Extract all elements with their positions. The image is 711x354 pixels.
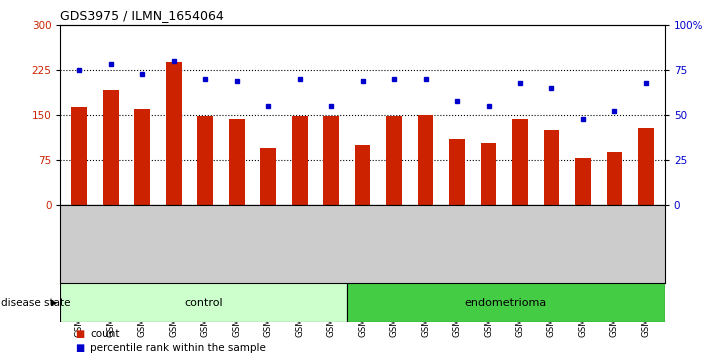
Bar	[134, 109, 150, 205]
Text: percentile rank within the sample: percentile rank within the sample	[90, 343, 266, 353]
Bar	[292, 116, 308, 205]
Bar	[512, 119, 528, 205]
Bar	[417, 115, 434, 205]
Text: GDS3975 / ILMN_1654064: GDS3975 / ILMN_1654064	[60, 9, 224, 22]
Bar	[198, 116, 213, 205]
Bar	[347, 283, 665, 322]
Text: endometrioma: endometrioma	[464, 298, 547, 308]
Text: count: count	[90, 329, 119, 339]
Bar	[575, 158, 591, 205]
Bar	[103, 90, 119, 205]
Bar	[606, 152, 622, 205]
Text: disease state: disease state	[1, 298, 70, 308]
Bar	[324, 116, 339, 205]
Text: control: control	[184, 298, 223, 308]
Bar	[166, 62, 181, 205]
Bar	[355, 145, 370, 205]
Bar	[260, 148, 276, 205]
Bar	[544, 130, 560, 205]
Bar	[60, 283, 347, 322]
Text: ■: ■	[75, 329, 84, 339]
Text: ■: ■	[75, 343, 84, 353]
Bar	[449, 139, 465, 205]
Bar	[71, 107, 87, 205]
Bar	[481, 143, 496, 205]
Bar	[638, 128, 654, 205]
Bar	[229, 119, 245, 205]
Bar	[386, 116, 402, 205]
Text: ▶: ▶	[51, 298, 58, 307]
